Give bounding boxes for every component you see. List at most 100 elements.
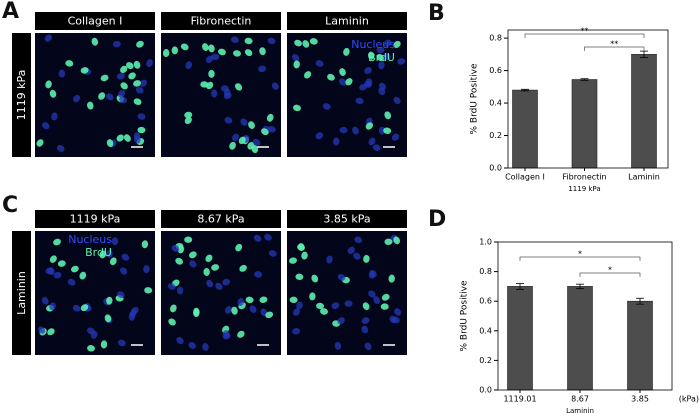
nucleus: [393, 40, 401, 49]
nucleus: [133, 60, 141, 69]
y-tick-label: 0.0: [479, 386, 492, 395]
nucleus: [376, 46, 385, 54]
nucleus: [80, 67, 89, 74]
nucleus: [208, 44, 215, 53]
nucleus: [361, 325, 369, 334]
nucleus: [116, 72, 125, 80]
y-tick-label: 0.0: [489, 164, 502, 173]
nucleus: [180, 43, 189, 51]
nucleus: [171, 46, 179, 55]
nucleus: [184, 116, 192, 125]
column-header-box: [35, 210, 155, 228]
panel-letter: C: [2, 193, 18, 218]
nucleus: [337, 273, 346, 281]
nucleus: [112, 40, 121, 48]
nucleus: [65, 60, 74, 67]
x-axis-label: 1119 kPa: [568, 185, 600, 193]
nucleus: [53, 271, 62, 279]
nucleus: [240, 118, 248, 126]
nucleus: [258, 65, 267, 73]
column-header: Fibronectin: [191, 15, 252, 28]
nucleus: [376, 53, 384, 62]
nucleus: [345, 78, 353, 86]
nucleus: [261, 128, 269, 136]
y-tick-label: 0.6: [489, 66, 502, 75]
nucleus: [230, 36, 239, 44]
nucleus: [292, 328, 301, 335]
nucleus: [384, 238, 393, 246]
nucleus: [245, 296, 254, 304]
nucleus: [237, 298, 244, 306]
nucleus: [133, 132, 141, 141]
x-axis-label: Laminin: [566, 407, 594, 413]
nucleus: [98, 92, 106, 100]
nucleus: [232, 50, 241, 57]
nucleus: [354, 236, 363, 244]
y-tick-label: 0.2: [489, 131, 502, 140]
nucleus: [45, 267, 54, 275]
nucleus: [58, 69, 66, 78]
nucleus: [267, 37, 276, 45]
column-header-box: [35, 12, 155, 30]
nucleus: [388, 274, 395, 283]
nucleus: [184, 236, 193, 243]
row-label: 1119 kPa: [15, 70, 28, 121]
nucleus: [225, 306, 232, 314]
bar: [512, 89, 538, 169]
legend-brdu: BrdU: [85, 246, 112, 259]
nucleus: [47, 328, 55, 336]
nucleus: [294, 39, 302, 47]
nucleus: [135, 86, 144, 94]
column-header-box: [287, 12, 407, 30]
y-tick-label: 0.4: [489, 99, 502, 108]
nucleus: [87, 327, 95, 335]
nucleus: [168, 318, 176, 326]
nucleus: [237, 330, 245, 338]
nucleus: [369, 270, 377, 278]
nucleus: [123, 134, 131, 142]
column-header: 1119 kPa: [70, 213, 121, 226]
nucleus: [100, 340, 108, 349]
nucleus: [265, 311, 274, 319]
significance-label: **: [581, 27, 589, 36]
nucleus: [301, 251, 308, 260]
nucleus: [302, 40, 310, 48]
nucleus: [193, 307, 200, 316]
nucleus: [231, 306, 238, 315]
significance-bracket: [584, 46, 645, 51]
legend-nucleus: Nucleus: [68, 233, 112, 246]
nucleus: [322, 103, 331, 110]
nucleus: [316, 302, 325, 310]
nucleus: [117, 291, 125, 299]
nucleus: [104, 314, 112, 323]
nucleus: [309, 38, 318, 45]
nucleus: [224, 116, 233, 124]
nucleus: [344, 300, 353, 307]
nucleus: [137, 126, 146, 134]
nucleus: [117, 339, 126, 347]
nucleus: [41, 296, 49, 305]
nucleus: [67, 278, 76, 286]
y-tick-label: 0.4: [479, 326, 492, 335]
row-label: Laminin: [15, 271, 28, 315]
nucleus: [146, 59, 153, 67]
x-unit: (kPa): [679, 395, 699, 404]
bar: [631, 54, 657, 169]
column-header-box: [287, 210, 407, 228]
nucleus: [315, 60, 324, 67]
nucleus: [293, 104, 301, 112]
nucleus: [320, 308, 328, 315]
nucleus: [189, 251, 197, 259]
legend-nucleus: Nucleus: [351, 38, 395, 51]
nucleus: [119, 96, 127, 104]
nucleus: [126, 62, 134, 70]
column-header-box: [161, 12, 281, 30]
nucleus: [120, 65, 128, 74]
nucleus: [184, 111, 193, 119]
nucleus: [383, 53, 391, 60]
panel-letter: B: [428, 1, 445, 26]
nucleus: [326, 255, 333, 264]
bar: [507, 286, 533, 391]
nucleus: [205, 254, 213, 262]
